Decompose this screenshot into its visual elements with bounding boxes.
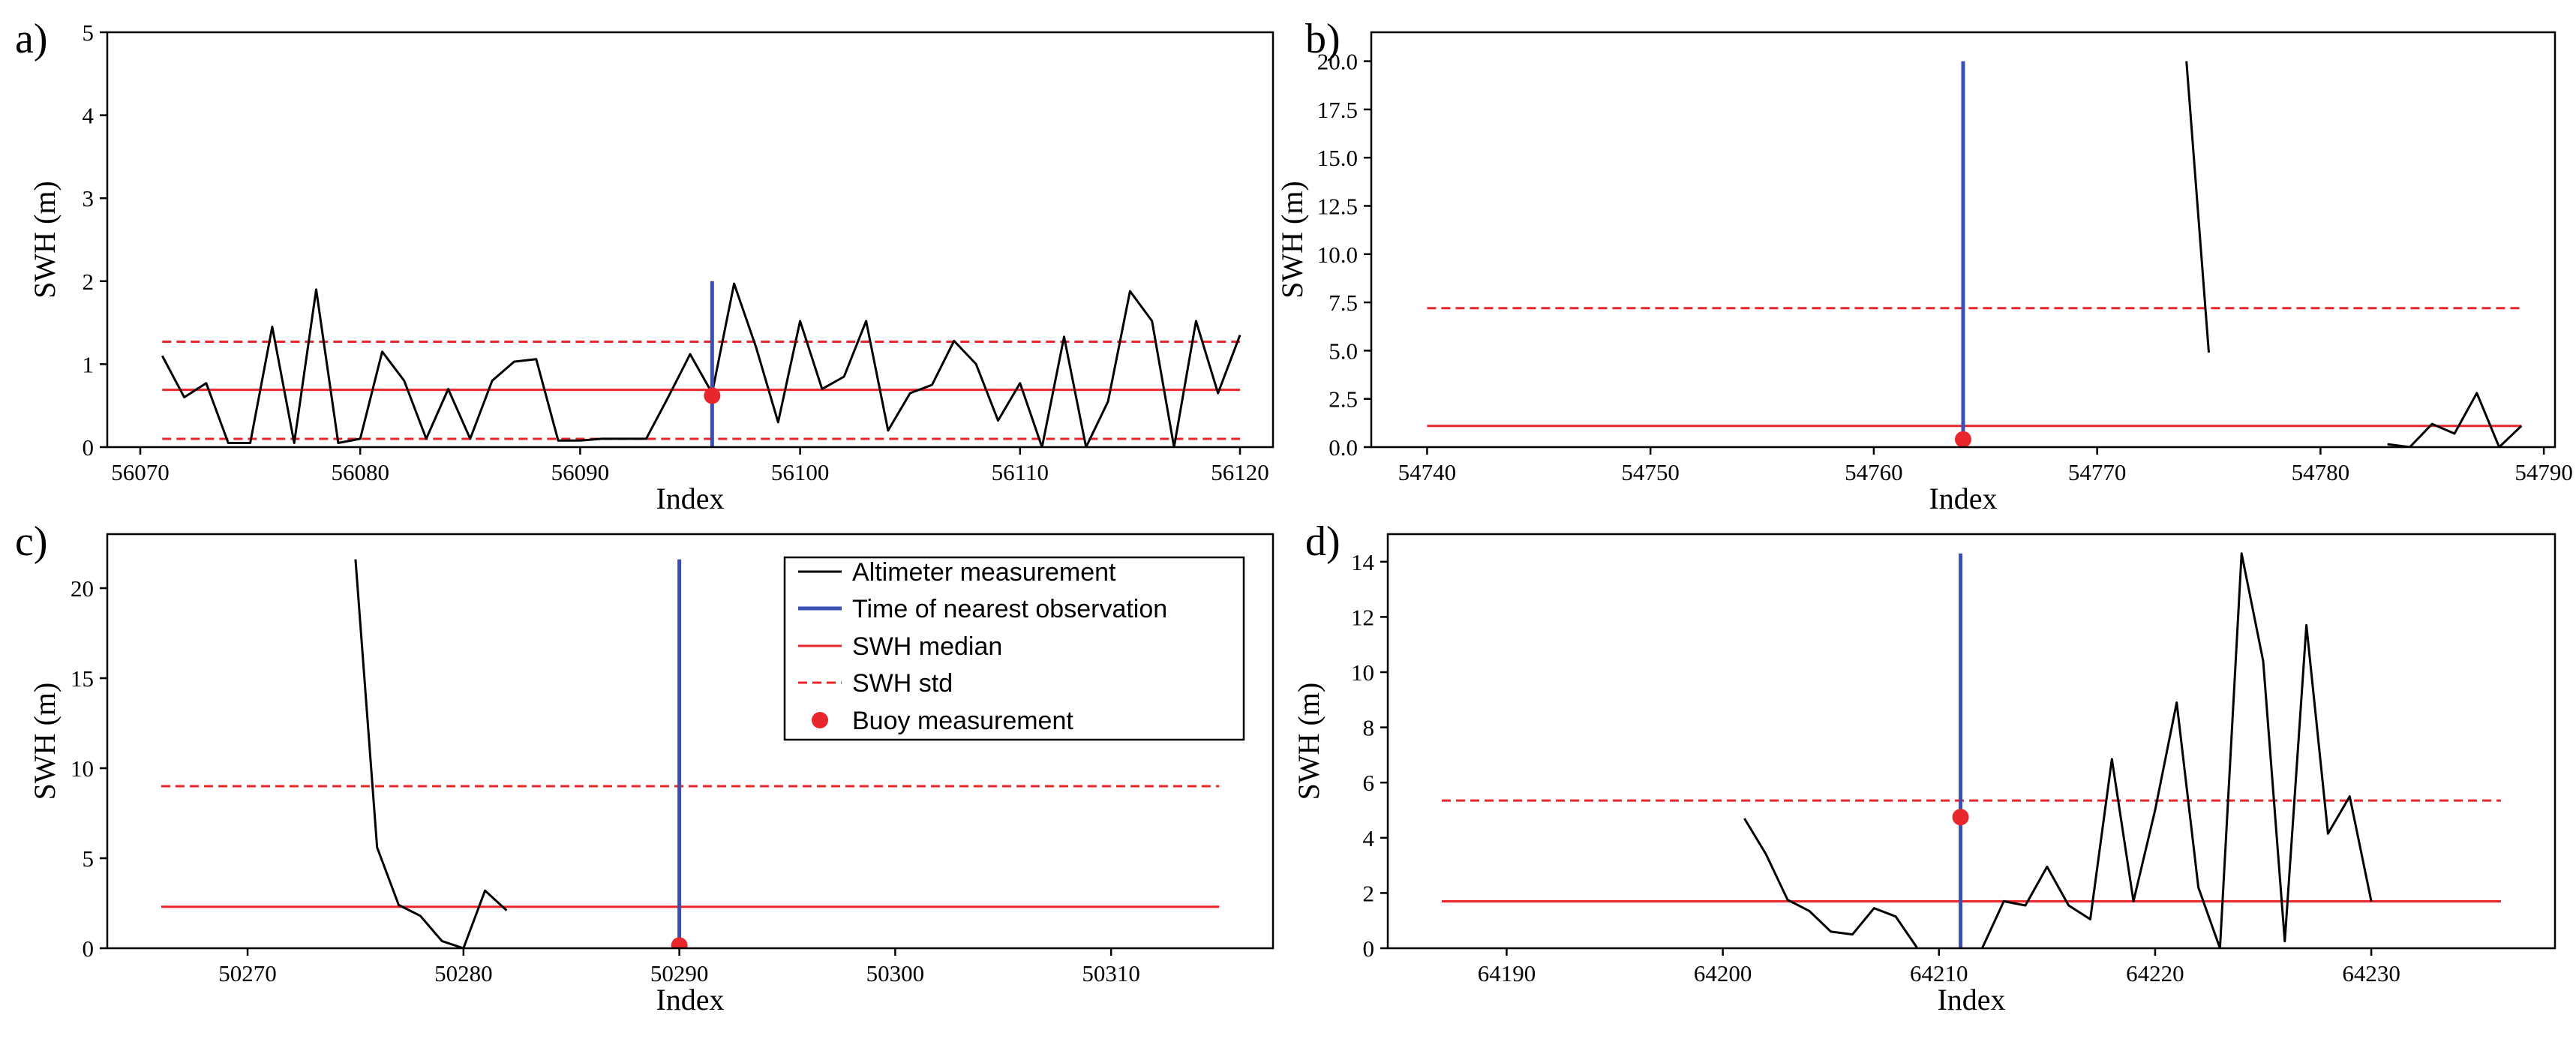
panel-b-frame [1370, 31, 2556, 449]
legend-buoy-label: Buoy measurement [852, 707, 1073, 735]
panel-b: 54740 54750 54760 54770 54780 54790 0.0 2.5 5.0 7… [1275, 16, 2573, 515]
panel-d-xlabel: Index [1937, 983, 2005, 1016]
panel-c-ytick-label-1: 5 [83, 845, 95, 872]
panel-b-buoy-point [1955, 431, 1971, 447]
panel-c-ytick-label-4: 20 [71, 575, 94, 602]
panel-a-label: a) [15, 16, 48, 62]
legend-nearest-label: Time of nearest observation [852, 595, 1167, 623]
panel-b-ytick-label-3: 7.5 [1329, 290, 1358, 316]
legend-median-label: SWH median [852, 632, 1002, 661]
panel-a-ytick-label-4: 4 [83, 103, 95, 129]
panel-b-xtick-label-3: 54770 [2068, 459, 2127, 485]
panel-d-xtick-label-1: 64200 [1694, 960, 1752, 986]
panel-c-xtick-label-2: 50290 [650, 960, 709, 986]
panel-c: 50270 50280 50290 50300 50310 0 5 10 15 20 Index SW… [15, 518, 1274, 1016]
panel-a-xtick-label-1: 56080 [331, 459, 389, 485]
panel-a-buoy-point [704, 387, 721, 404]
panel-a-plot-area [161, 281, 1241, 447]
figure-panels: 56070 56080 56090 56100 56110 56120012345Inde… [15, 16, 2573, 1016]
panel-b-altimeter-line-1 [2387, 392, 2523, 447]
panel-a-ytick-label-3: 3 [83, 185, 95, 212]
panel-d-xtick-label-2: 64210 [1910, 960, 1968, 986]
panel-a-xtick-label-2: 56090 [551, 459, 610, 485]
panel-c-altimeter-line [354, 559, 508, 948]
panel-c-xtick-label-0: 50270 [218, 960, 277, 986]
panel-b-xtick-label-4: 54780 [2292, 459, 2350, 485]
legend-std-label: SWH std [852, 669, 953, 698]
panel-a-ylabel: SWH (m) [28, 181, 62, 299]
panel-c-ylabel: SWH (m) [28, 683, 62, 800]
panel-b-xlabel: Index [1929, 482, 1997, 515]
panel-d-xtick-label-4: 64230 [2342, 960, 2400, 986]
legend-box [783, 556, 1245, 741]
panel-d-plot-area [1442, 552, 2501, 948]
panel-d-ytick-label-1: 2 [1363, 880, 1375, 906]
legend-altimeter-label: Altimeter measurement [852, 558, 1116, 587]
panel-a-xlabel: Index [656, 482, 724, 515]
panel-c-xtick-label-3: 50300 [866, 960, 925, 986]
panel-b-ytick-label-6: 15.0 [1317, 145, 1358, 171]
panel-d-ytick-label-2: 4 [1363, 825, 1375, 851]
panel-c-xlabel: Index [656, 983, 724, 1016]
panel-b-xtick-label-2: 54760 [1845, 459, 1903, 485]
panel-b-ytick-label-5: 12.5 [1317, 193, 1358, 219]
panel-c-xtick-label-1: 50280 [434, 960, 493, 986]
panel-c-xtick-label-4: 50310 [1082, 960, 1140, 986]
panel-b-ytick-label-0: 0.0 [1329, 434, 1358, 461]
panel-b-ytick-label-1: 2.5 [1329, 386, 1358, 413]
panel-c-frame [106, 533, 1274, 950]
panel-b-ylabel: SWH (m) [1275, 181, 1309, 299]
panel-a-xtick-label-3: 56100 [771, 459, 830, 485]
panel-d-ytick-label-6: 12 [1351, 604, 1374, 630]
panel-b-ytick-label-7: 17.5 [1317, 97, 1358, 123]
panel-d: 64190 64200 64210 64220 64230 0 2 4 6 8 10 12 14 Inde… [1292, 518, 2556, 1016]
panel-b-xtick-label-0: 54740 [1398, 459, 1457, 485]
panel-b-ytick-label-2: 5.0 [1329, 338, 1358, 364]
panel-d-altimeter-line [1743, 552, 2373, 948]
panel-d-ytick-label-0: 0 [1363, 935, 1375, 962]
panel-d-xtick-label-0: 64190 [1478, 960, 1536, 986]
panel-b-xtick-label-5: 54790 [2514, 459, 2573, 485]
panel-a: 56070 56080 56090 56100 56110 56120 0 1 2 3 4 5 Inde… [15, 16, 1274, 515]
panel-b-ytick-label-8: 20.0 [1317, 49, 1358, 75]
panel-a-frame [106, 31, 1274, 449]
panel-b-ytick-label-4: 10.0 [1317, 242, 1358, 268]
panel-d-buoy-point [1952, 809, 1969, 826]
panel-d-ytick-label-4: 8 [1363, 715, 1375, 741]
panel-a-ytick-label-0: 0 [83, 434, 95, 461]
panel-a-altimeter-line [161, 282, 1241, 447]
panel-a-xtick-label-4: 56110 [992, 459, 1049, 485]
panel-a-ytick-label-2: 2 [83, 269, 95, 295]
panel-b-label: b) [1305, 16, 1341, 62]
panel-a-ytick-label-5: 5 [83, 20, 95, 46]
panel-d-ytick-label-5: 10 [1351, 659, 1374, 686]
panel-d-label: d) [1305, 518, 1341, 565]
legend: Altimeter measurement Time of nearest ob… [783, 556, 1245, 741]
panel-c-plot-area [161, 559, 1220, 948]
panel-c-label: c) [15, 518, 48, 565]
panel-c-ytick-label-2: 10 [71, 755, 94, 782]
panel-b-altimeter-line-0 [2185, 61, 2210, 353]
panel-b-xtick-label-1: 54750 [1621, 459, 1680, 485]
panel-d-ytick-label-7: 14 [1351, 549, 1375, 575]
legend-buoy-marker [812, 712, 828, 728]
panel-b-plot-area [1427, 61, 2523, 447]
panel-a-xtick-label-5: 56120 [1211, 459, 1269, 485]
panel-d-frame [1386, 533, 2556, 950]
panel-d-xtick-label-3: 64220 [2126, 960, 2184, 986]
panel-a-xtick-label-0: 56070 [111, 459, 170, 485]
panel-c-ytick-label-0: 0 [83, 935, 95, 962]
panel-c-buoy-point [671, 937, 688, 948]
panel-a-ytick-label-1: 1 [83, 351, 95, 377]
panel-d-ytick-label-3: 6 [1363, 770, 1375, 796]
panel-d-ylabel: SWH (m) [1292, 683, 1326, 800]
panel-c-ytick-label-3: 15 [71, 665, 94, 692]
